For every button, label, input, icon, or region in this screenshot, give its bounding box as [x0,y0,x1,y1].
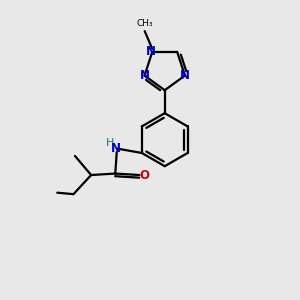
Text: N: N [146,45,156,58]
Text: N: N [111,142,121,155]
Text: N: N [180,69,190,82]
Text: O: O [140,169,150,182]
Text: N: N [140,69,150,82]
Text: H: H [106,138,115,148]
Text: CH₃: CH₃ [136,19,153,28]
